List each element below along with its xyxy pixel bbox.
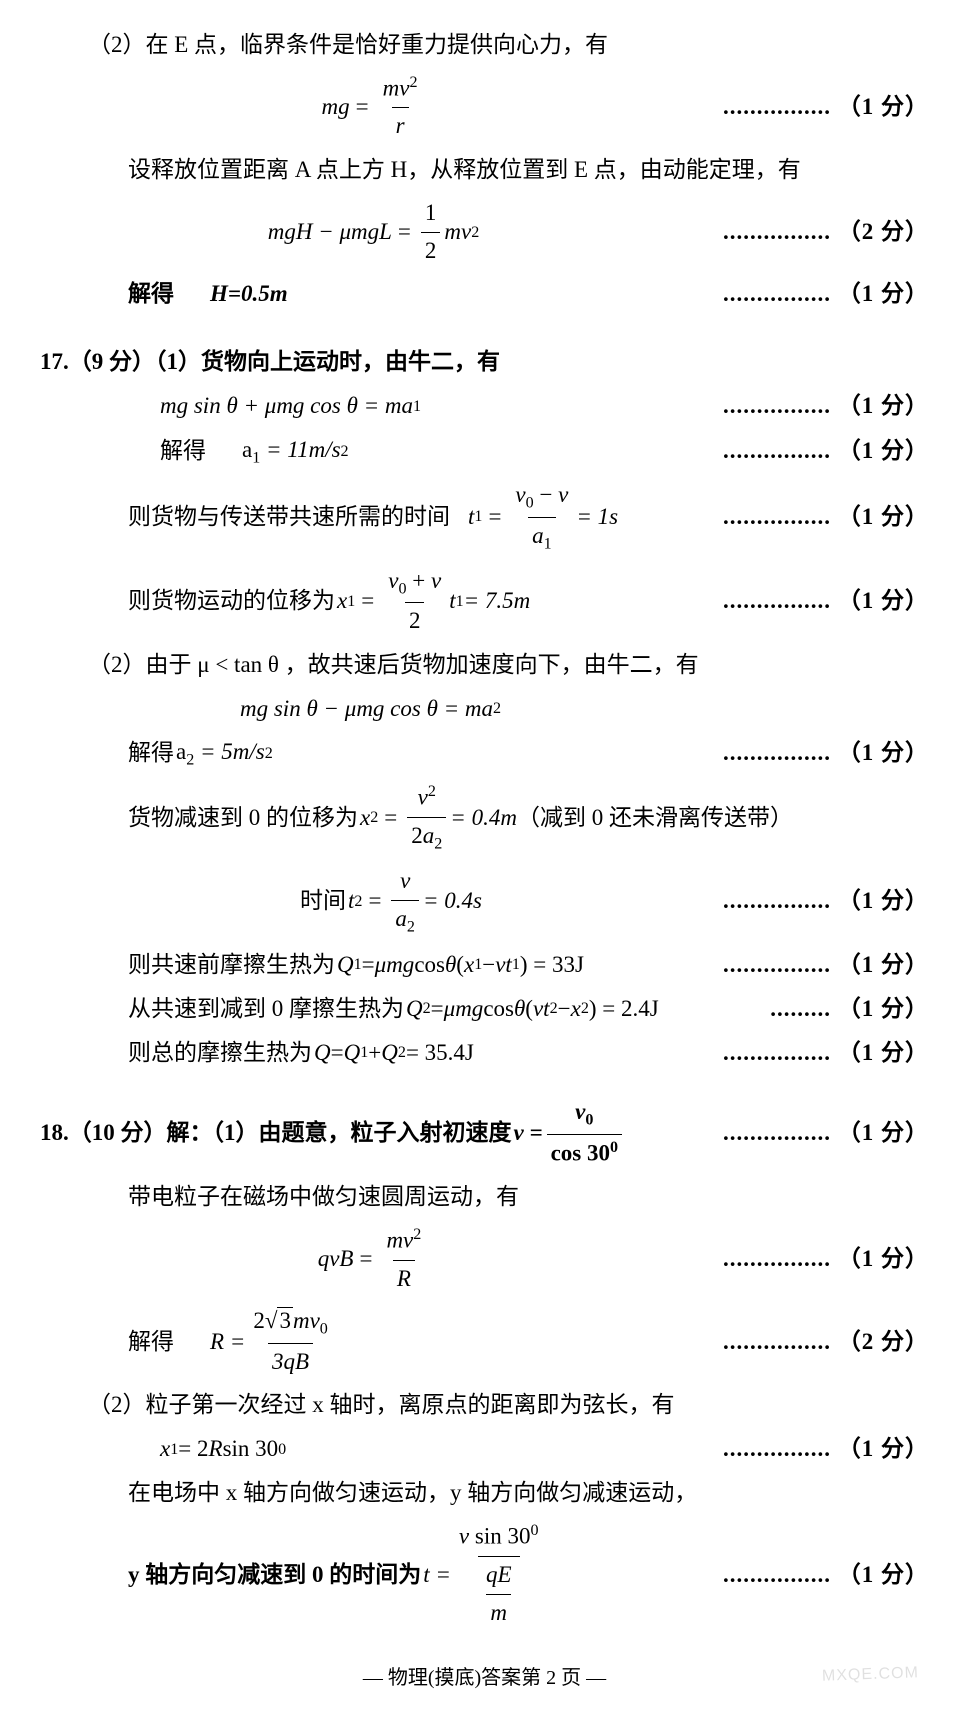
text: （2）在 E 点，临界条件是恰好重力提供向心力，有 <box>88 27 608 64</box>
q18-line-a: 18.（10 分）解：（1）由题意，粒子入射初速度 v = v0 cos 300… <box>40 1094 929 1172</box>
q18-line-f: y 轴方向匀减速到 0 的时间为 t = v sin 300 qE m ....… <box>40 1518 929 1631</box>
page-footer: — 物理(摸底)答案第 2 页 — <box>40 1662 929 1694</box>
q17-line-b: 解得 a1 = 11m/s2 ................ （1 分） <box>40 432 929 471</box>
q17-line-k: 则总的摩擦生热为 Q = Q1 + Q2 = 35.4J ...........… <box>40 1034 929 1072</box>
q17-line-g: 货物减速到 0 的位移为 x2 = v2 2a2 = 0.4m （减到 0 还未… <box>40 779 929 857</box>
text: 设释放位置距离 A 点上方 H，从释放位置到 E 点，由动能定理，有 <box>128 152 801 189</box>
lhs: mg <box>322 89 350 126</box>
q17-line-e: （2）由于 μ < tan θ ，故共速后货物加速度向下，由牛二，有 <box>40 646 929 684</box>
q17-eq2: mg sin θ − μmg cos θ = ma2 <box>40 690 929 728</box>
q18-line-b: 带电粒子在磁场中做匀速圆周运动，有 <box>40 1178 929 1216</box>
q18-line-d: （2）粒子第一次经过 x 轴时，离原点的距离即为弦长，有 <box>40 1386 929 1424</box>
q17-line-h: 时间 t2 = v a2 = 0.4s ................ （1 … <box>40 863 929 940</box>
q18-line-c: 解得 R = 2√3mv0 3qB ................ （2 分） <box>40 1303 929 1380</box>
q17-line-i: 则共速前摩擦生热为 Q1 = μmg cos θ(x1 − vt1) = 33J… <box>40 946 929 984</box>
p2-line-c: 解得 H=0.5m ................ （1 分） <box>40 276 929 314</box>
frac: mv2 r <box>379 70 422 145</box>
p2-line-a: （2）在 E 点，临界条件是恰好重力提供向心力，有 <box>40 26 929 64</box>
q18-eq1: qvB = mv2 R ................ （1 分） <box>40 1222 929 1297</box>
p2-eq2: mgH − μmgL = 12 mv2 ................ （2 … <box>40 195 929 270</box>
q17-line-c: 则货物与传送带共速所需的时间 t1 = v0 − v a1 = 1s .....… <box>40 477 929 557</box>
q17-line-d: 则货物运动的位移为 x1 = v0 + v 2 t1 = 7.5m ......… <box>40 563 929 640</box>
p2-eq1: mg = mv2 r ................ （1 分） <box>40 70 929 145</box>
watermark: MXQE.COM <box>822 1660 920 1689</box>
document-body: （2）在 E 点，临界条件是恰好重力提供向心力，有 mg = mv2 r ...… <box>40 26 929 1694</box>
p2-line-b: 设释放位置距离 A 点上方 H，从释放位置到 E 点，由动能定理，有 <box>40 151 929 189</box>
q17-line-a: 17.（9 分）（1）货物向上运动时，由牛二，有 <box>40 344 929 382</box>
q18-eq-d: x1 = 2R sin 300 ................ （1 分） <box>40 1430 929 1468</box>
q17-line-j: 从共速到减到 0 摩擦生热为 Q2 = μmg cos θ(vt2 − x2) … <box>40 990 929 1028</box>
q18-line-e: 在电场中 x 轴方向做匀速运动，y 轴方向做匀减速运动， <box>40 1474 929 1512</box>
q17-line-f: 解得 a2 = 5m/s2 ................ （1 分） <box>40 734 929 773</box>
q17-eq1: mg sin θ + μmg cos θ = ma1 .............… <box>40 388 929 426</box>
